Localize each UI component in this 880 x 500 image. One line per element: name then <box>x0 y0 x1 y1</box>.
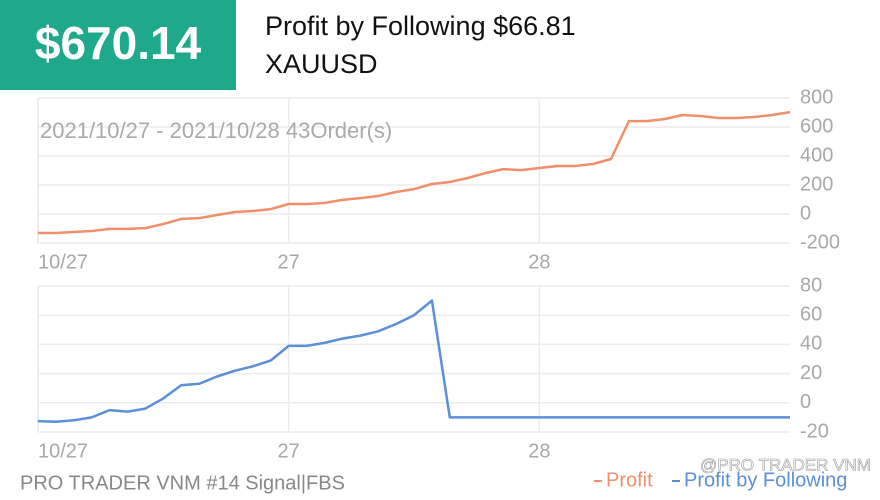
legend-label: Profit <box>606 469 653 491</box>
y-tick-label: -200 <box>800 231 840 253</box>
x-tick-label: 27 <box>278 251 300 273</box>
watermark: @PRO TRADER VNM <box>700 455 871 474</box>
y-tick-label: -20 <box>800 420 829 442</box>
y-tick-label: 600 <box>800 115 833 137</box>
symbol: XAUUSD <box>265 49 378 79</box>
x-tick-label: 10/27 <box>38 440 88 462</box>
footer: PRO TRADER VNM #14 Signal|FBS <box>20 472 345 494</box>
series-line <box>38 110 791 235</box>
y-tick-label: 400 <box>800 144 833 166</box>
y-tick-label: 40 <box>800 333 822 355</box>
annotation: 2021/10/27 - 2021/10/28 43Order(s) <box>40 118 392 143</box>
x-tick-label: 28 <box>528 251 550 273</box>
x-tick-label: 27 <box>278 440 300 462</box>
title: Profit by Following $66.81 <box>265 11 576 41</box>
legend-label: Profit by Following <box>684 469 847 491</box>
series-line <box>37 299 790 424</box>
y-tick-label: 80 <box>800 274 822 296</box>
y-tick-label: 0 <box>800 202 811 224</box>
x-tick-label: 28 <box>528 440 550 462</box>
y-tick-label: 20 <box>800 362 822 384</box>
amount: $670.14 <box>35 17 202 69</box>
y-tick-label: 800 <box>800 86 833 108</box>
y-tick-label: 60 <box>800 303 822 325</box>
x-tick-label: 10/27 <box>38 251 88 273</box>
amount-badge <box>0 0 236 90</box>
y-tick-label: 0 <box>800 391 811 413</box>
y-tick-label: 200 <box>800 173 833 195</box>
